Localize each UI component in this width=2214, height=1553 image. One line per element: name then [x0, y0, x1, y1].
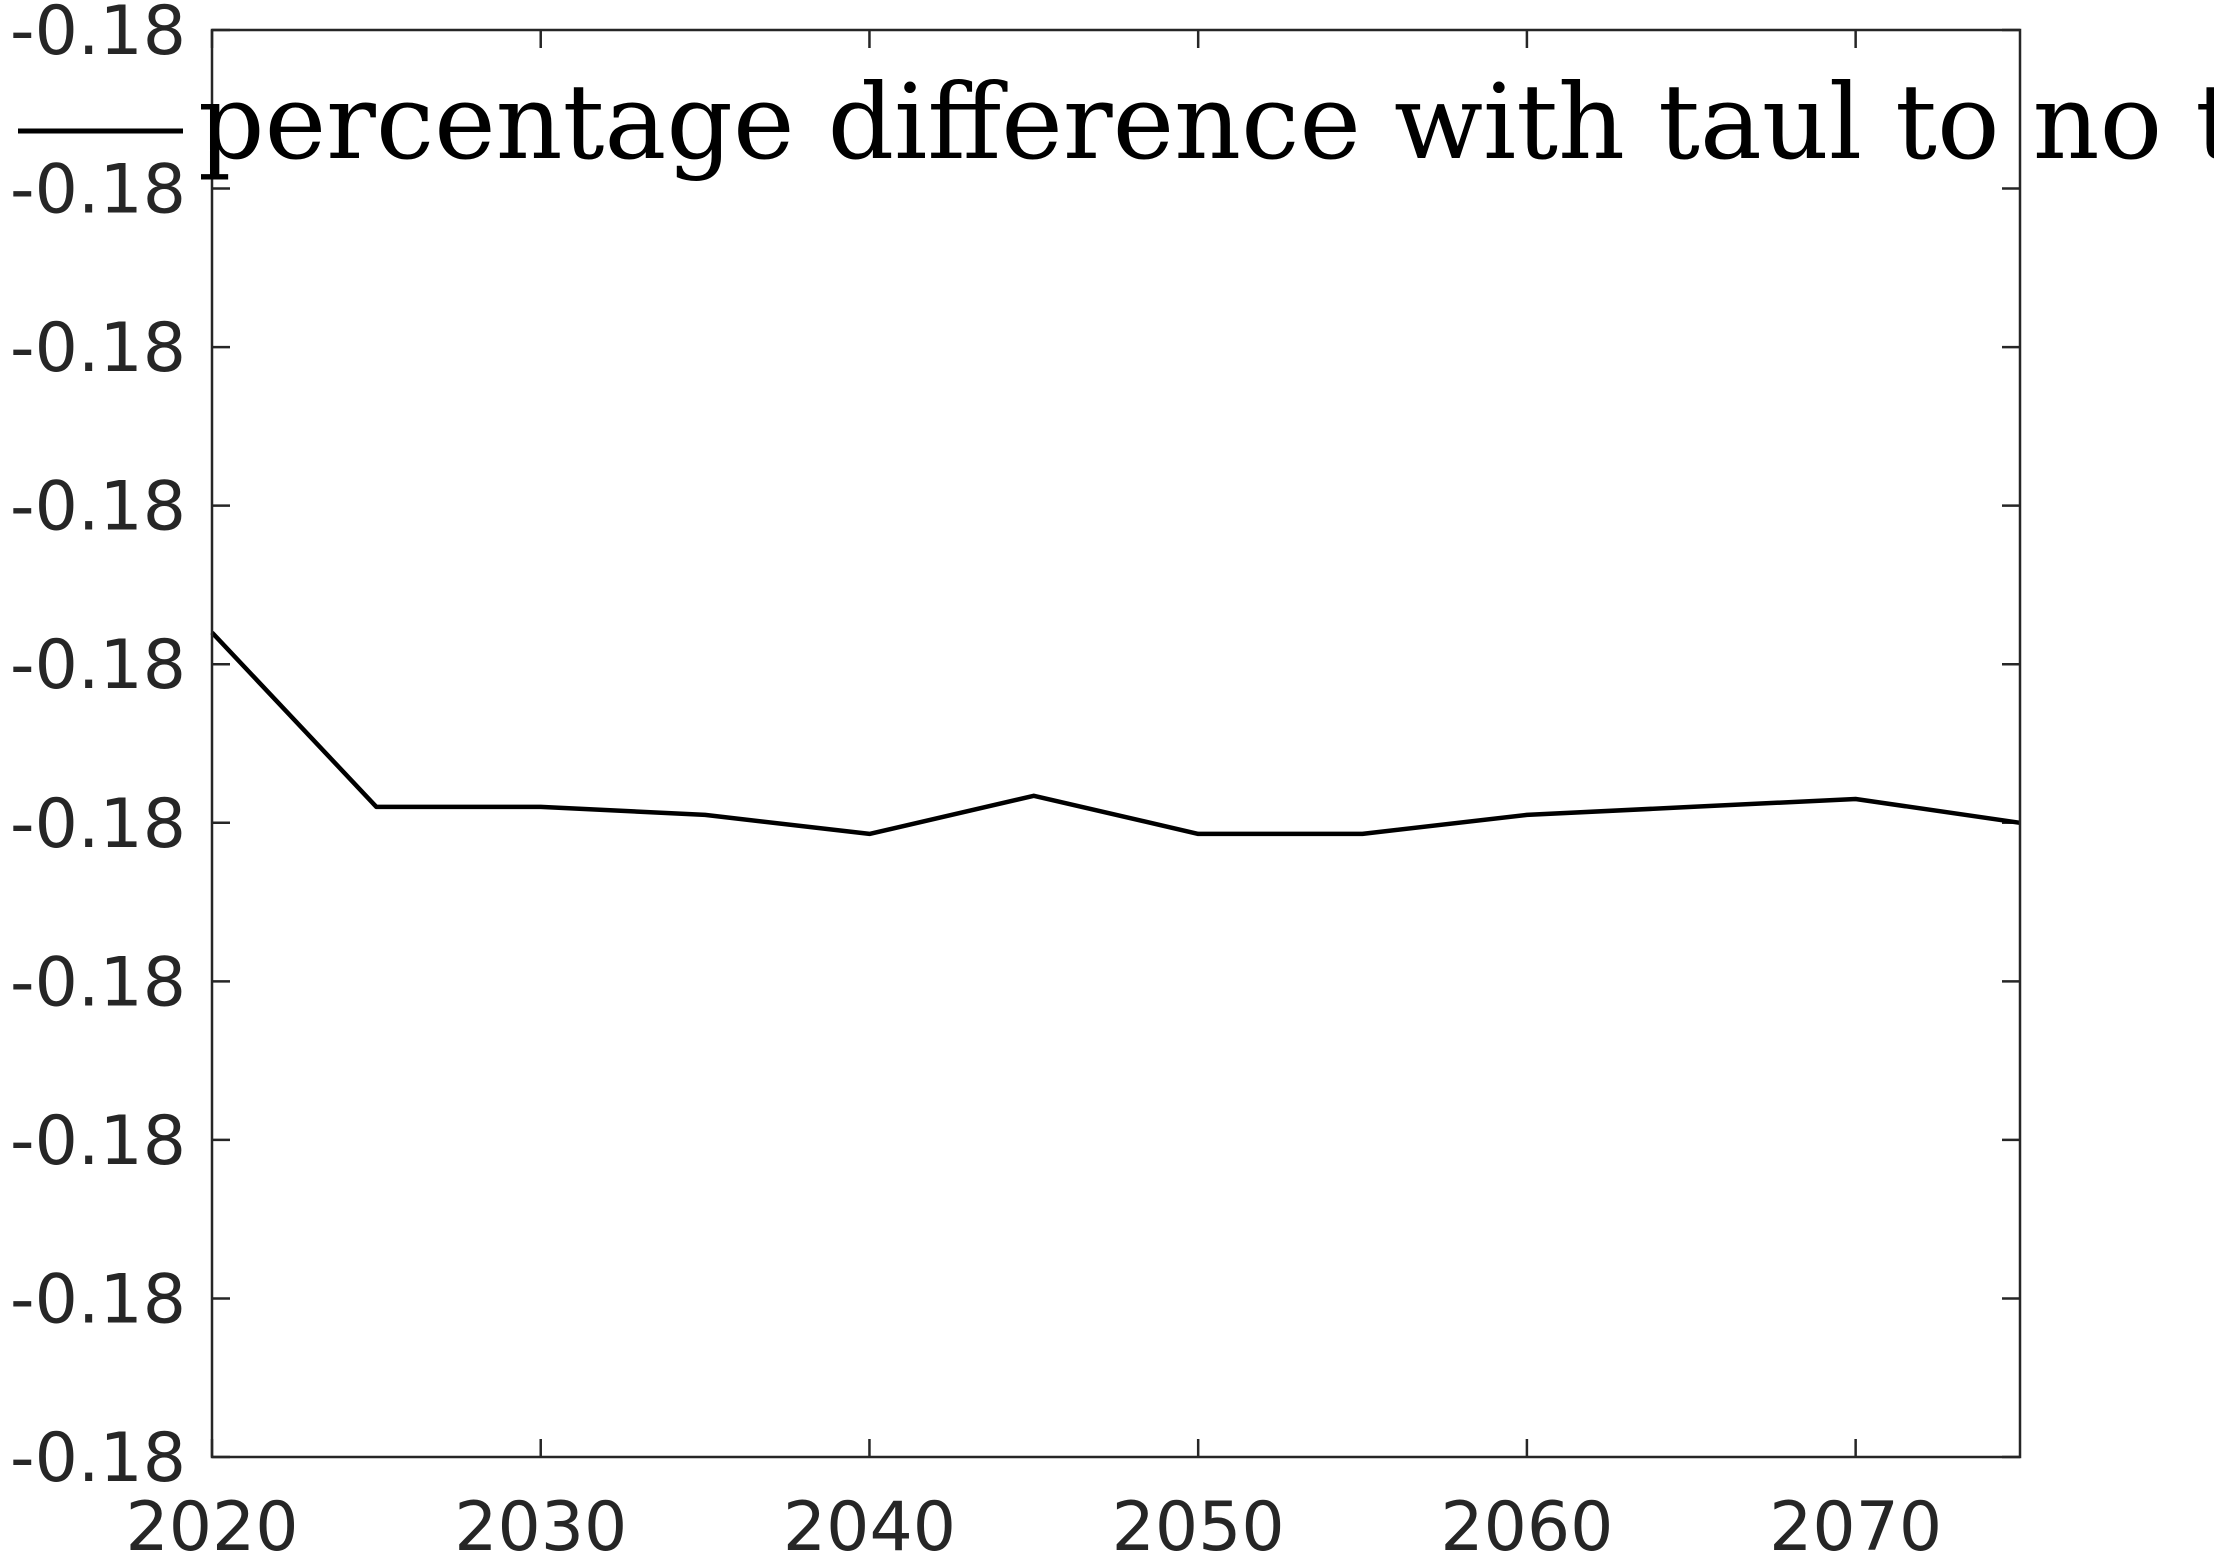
x-tick-label: 2060	[1440, 1488, 1613, 1553]
x-tick-label: 2040	[783, 1488, 956, 1553]
x-tick-label: 2050	[1112, 1488, 1285, 1553]
x-tick-label: 2070	[1769, 1488, 1942, 1553]
x-tick-label: 2030	[454, 1488, 627, 1553]
y-tick-label: -0.18	[10, 151, 186, 230]
plot-area	[212, 30, 2020, 1457]
y-tick-label: -0.18	[10, 943, 186, 1022]
plot-frame	[210, 28, 2022, 1459]
y-tick-label: -0.18	[10, 309, 186, 388]
y-tick-label: -0.18	[10, 626, 186, 705]
y-tick-label: -0.18	[10, 785, 186, 864]
y-axis-ticks: -0.18 -0.18 -0.18 -0.18 -0.18 -0.18 -0.18 -0.18…	[10, 0, 2020, 1498]
y-tick-label: -0.18	[10, 1260, 186, 1339]
y-tick-label: -0.18	[10, 468, 186, 547]
y-tick-label: -0.18	[10, 1102, 186, 1181]
legend-label: percentage difference with taul to no ta…	[198, 61, 2214, 183]
y-tick-label: -0.18	[10, 1419, 186, 1498]
x-tick-label: 2020	[125, 1488, 298, 1553]
legend: percentage difference with taul to no ta…	[18, 61, 2214, 183]
x-axis-ticks: 2020 2030 2040 2050 2060 2070	[125, 30, 1942, 1553]
series-line	[210, 630, 2021, 837]
y-tick-label: -0.18	[10, 0, 186, 71]
